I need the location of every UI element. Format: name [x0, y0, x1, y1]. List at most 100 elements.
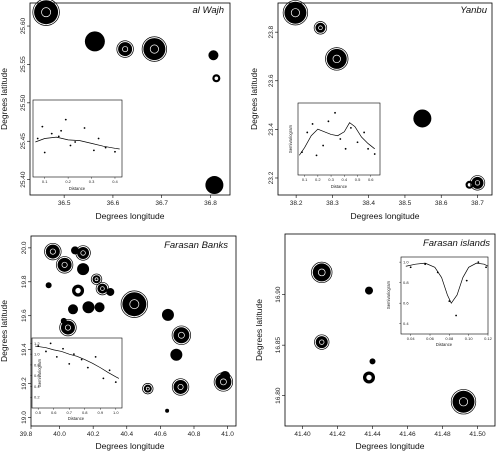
inset-point [55, 355, 58, 358]
panel-title: Farasan Banks [164, 240, 228, 251]
inset-x-tick-label: 0.6 [368, 177, 374, 182]
x-tick-label: 41.0 [221, 431, 234, 438]
inset-point [485, 266, 487, 269]
x-tick-label: 40.6 [154, 431, 167, 438]
site-marker [82, 301, 95, 314]
site-marker [77, 263, 90, 276]
inset-x-ticks: 0.1 0.2 0.3 0.4 0.5 0.6 [302, 175, 374, 182]
inset-fit-line [299, 122, 375, 156]
x-tick-label: 38.2 [290, 200, 303, 207]
y-axis-label: Degrees latitude [0, 68, 9, 130]
inset-point [50, 132, 53, 135]
inset-frame [400, 256, 489, 335]
inset-frame [31, 337, 123, 409]
inset-y-tick-label: 0.2 [34, 395, 40, 400]
site-marker [55, 256, 74, 274]
site-marker [205, 176, 224, 195]
inset-x-tick-label: 0.04 [407, 336, 416, 341]
y-tick-label: 25.40 [20, 171, 27, 188]
inset-x-label: Distance [68, 416, 85, 421]
inset-point [311, 123, 314, 125]
plot-frame [277, 2, 493, 196]
inset-x-ticks: 0.04 0.06 0.08 0.10 0.12 [407, 334, 493, 341]
inset-point [367, 147, 369, 150]
x-tick-label: 38.4 [362, 200, 375, 207]
y-tick-label: 16.85 [275, 337, 282, 354]
site-marker [171, 378, 190, 396]
y-tick-label: 23.4 [268, 123, 275, 136]
panel-title: Farasan islands [423, 238, 490, 249]
y-tick-label: 25.55 [20, 56, 27, 73]
inset-frame [297, 102, 381, 176]
y-axis-label: Degrees latitude [249, 68, 259, 130]
inset-x-ticks: 0.5 0.6 0.7 0.8 0.9 1.0 [35, 408, 119, 415]
plot-frame [284, 233, 496, 427]
site-marker [94, 302, 105, 313]
y-ticks: 23.2 23.4 23.6 23.8 [268, 25, 278, 184]
inset-y-ticks: 1.0 0.8 0.6 0.4 [399, 260, 409, 326]
inset-frame [32, 99, 123, 178]
inset-point [350, 126, 352, 129]
inset-x-tick-label: 0.4 [112, 179, 118, 184]
inset-point [45, 350, 47, 353]
inset-x-tick-label: 0.1 [42, 179, 48, 184]
inset-x-tick-label: 0.4 [342, 177, 348, 182]
x-tick-label: 36.6 [107, 200, 120, 207]
site-marker [95, 281, 110, 296]
inset-x-label: Distance [331, 184, 348, 189]
inset-point [68, 362, 71, 365]
y-tick-label: 19.6 [21, 309, 28, 322]
inset-point [114, 381, 117, 384]
data-points [282, 0, 486, 191]
inset-semivariogram: Distance Semivariogram 0.5 0.6 0.7 0.8 0.9 1.… [30, 337, 123, 421]
inset-y-tick-label: 1.0 [34, 352, 40, 357]
site-marker [413, 109, 432, 128]
site-marker [32, 0, 60, 26]
y-tick-label: 19.8 [21, 275, 28, 288]
inset-x-tick-label: 0.5 [355, 177, 361, 182]
site-marker [75, 245, 91, 261]
inset-point [69, 144, 72, 147]
inset-point [477, 261, 480, 264]
x-tick-label: 38.6 [435, 200, 448, 207]
site-marker [161, 308, 174, 321]
data-points [311, 261, 477, 415]
site-marker [72, 284, 85, 297]
site-marker [84, 31, 105, 52]
inset-point [424, 263, 427, 266]
inset-x-tick-label: 0.9 [97, 410, 103, 415]
inset-point [356, 141, 359, 144]
site-marker [311, 261, 333, 284]
inset-semivariogram: Distance 0.1 0.2 0.3 0.4 [32, 99, 123, 191]
inset-points [301, 111, 376, 157]
inset-point [64, 118, 67, 121]
inset-point [114, 150, 116, 153]
site-marker [170, 348, 183, 361]
inset-y-label: Semivariogram [37, 358, 42, 387]
x-tick-label: 40.8 [188, 431, 201, 438]
inset-x-tick-label: 1.0 [113, 410, 119, 415]
site-marker [282, 0, 309, 26]
y-axis-label: Degrees latitude [0, 300, 9, 362]
inset-point [60, 129, 63, 132]
x-tick-label: 41.48 [434, 431, 451, 438]
inset-point [104, 146, 107, 149]
inset-point [72, 353, 75, 356]
inset-fit-line [35, 136, 120, 150]
inset-point [322, 144, 325, 147]
panel-title: Yanbu [460, 5, 487, 16]
site-marker [90, 273, 103, 285]
plot-frame [30, 235, 237, 427]
y-tick-label: 23.2 [268, 171, 275, 184]
inset-points [409, 261, 487, 317]
panel-yanbu: Yanbu 38.2 38.3 38.4 38.5 38.6 38.7 23.223.42… [249, 0, 493, 221]
inset-y-tick-label: 1.2 [34, 341, 40, 346]
site-marker [363, 371, 375, 384]
y-tick-label: 19.4 [21, 343, 28, 356]
inset-point [41, 125, 44, 128]
inset-point [334, 111, 336, 114]
site-marker [59, 318, 77, 337]
inset-x-tick-label: 0.10 [465, 336, 474, 341]
inset-point [465, 279, 468, 282]
panel-farasan-banks: Farasan Banks 39.8 40.0 40.2 40.4 40.6 40.8 41… [0, 235, 237, 451]
